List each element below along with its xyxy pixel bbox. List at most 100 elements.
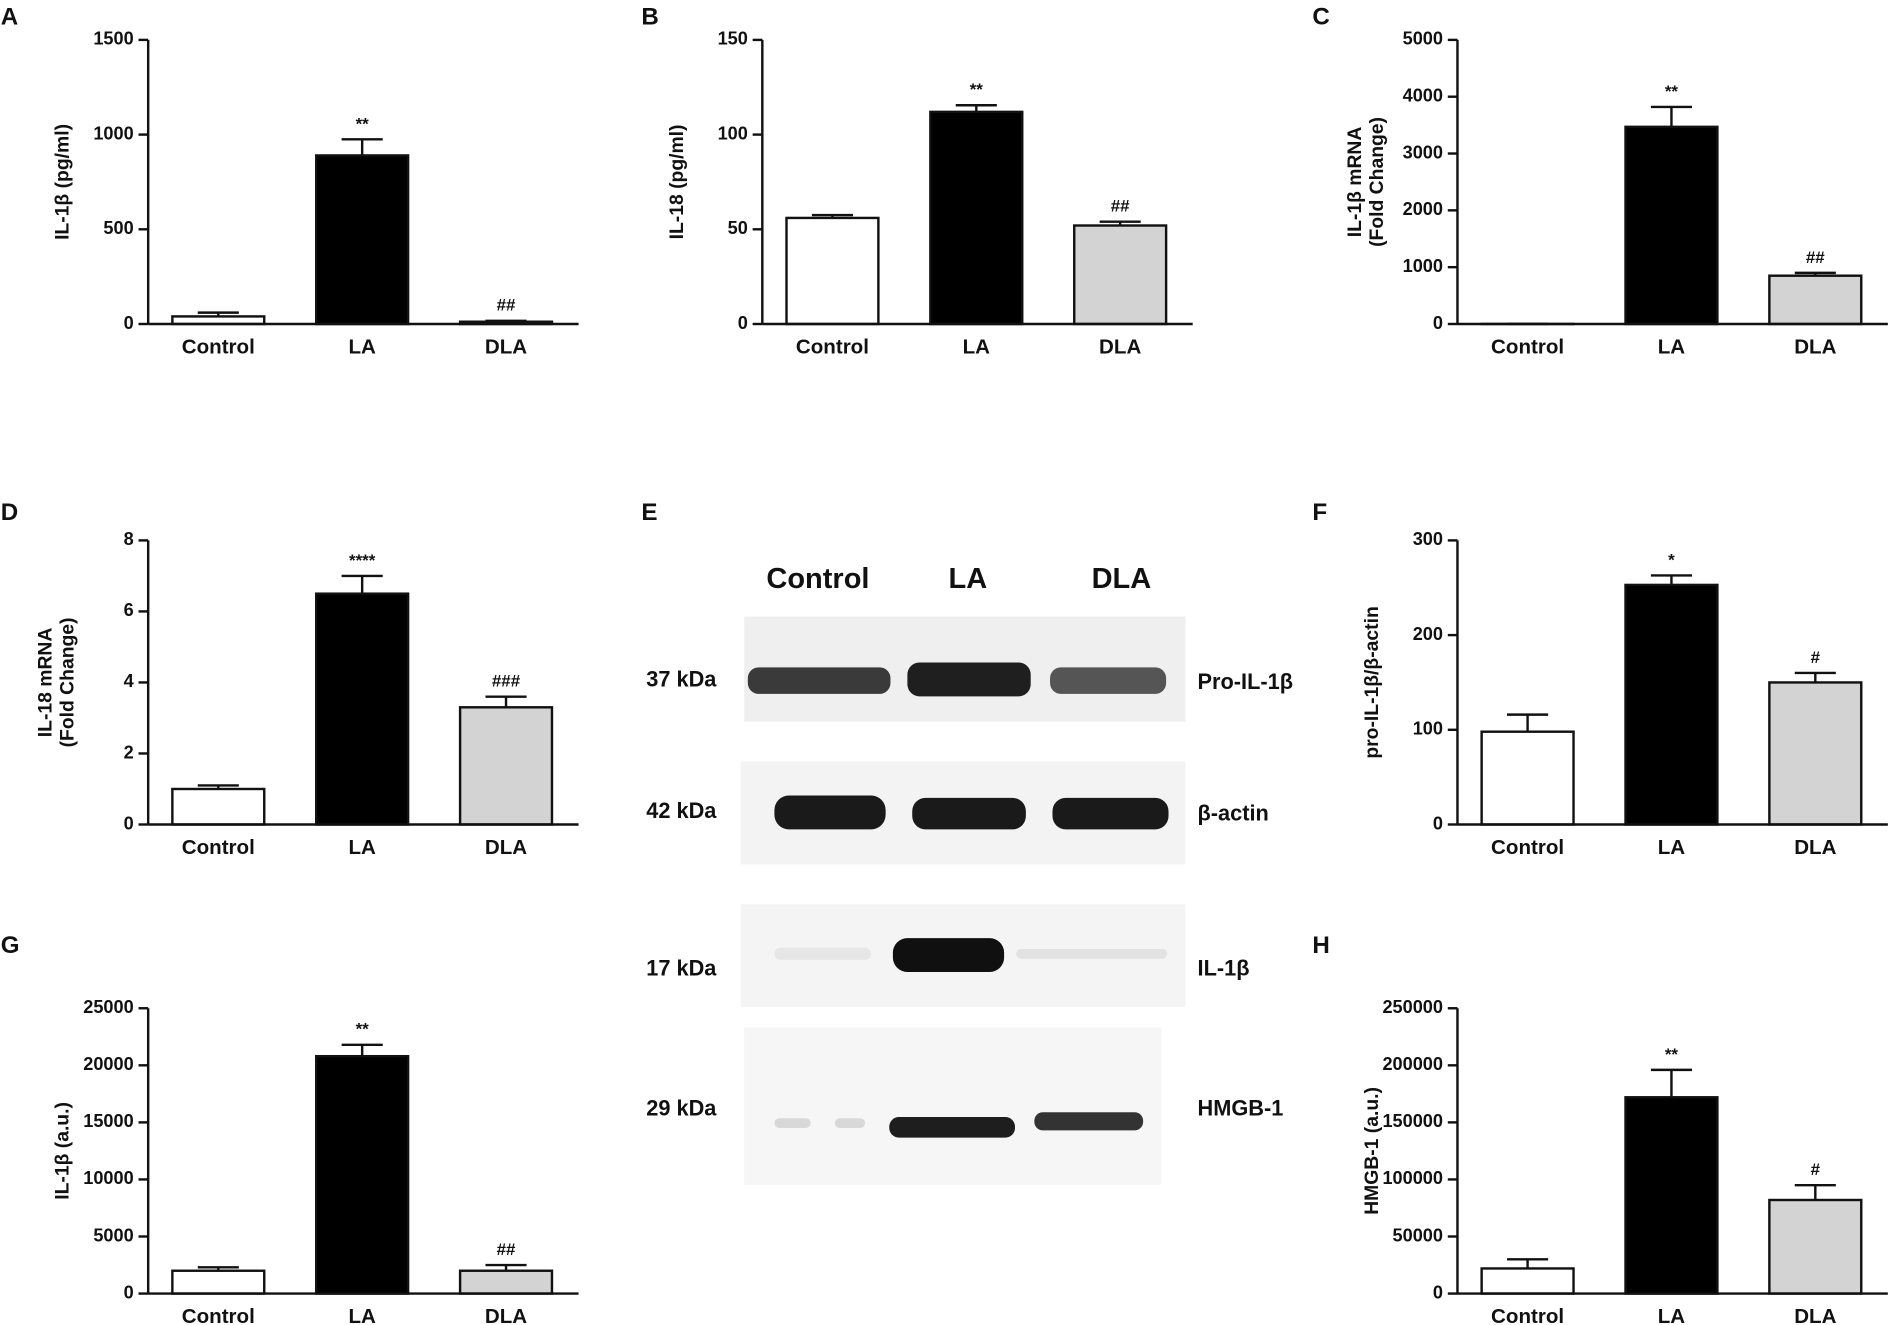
y-tick-label: 5000 <box>93 1225 133 1245</box>
bar <box>315 154 410 326</box>
error-bar <box>485 695 527 708</box>
y-tick-label: 100 <box>1413 719 1443 739</box>
y-tick-label: 8 <box>124 529 134 549</box>
error-bar <box>341 138 383 156</box>
blot-band <box>747 667 891 694</box>
significance: ** <box>1665 1045 1679 1064</box>
panel-letter: E <box>641 499 657 526</box>
blot-protein: HMGB-1 <box>1198 1096 1284 1121</box>
y-tick-label: 100 <box>718 123 748 143</box>
y-axis-label: HMGB-1 (a.u.) <box>1361 1087 1383 1215</box>
x-tick-label: LA <box>348 336 376 359</box>
y-tick-label: 0 <box>1433 1282 1443 1302</box>
y-axis-label: (Fold Change) <box>56 617 78 747</box>
blot-band <box>774 947 872 960</box>
significance: ## <box>497 1240 516 1259</box>
y-axis-label: IL-18 mRNA <box>35 628 57 738</box>
x-tick-label: DLA <box>1794 836 1836 859</box>
y-tick-label: 15000 <box>83 1111 133 1131</box>
x-tick-label: LA <box>1658 336 1686 359</box>
x-tick-label: LA <box>1658 1305 1686 1325</box>
y-axis-label: IL-1β (a.u.) <box>52 1102 74 1200</box>
x-tick-label: LA <box>348 836 376 859</box>
y-tick-label: 3000 <box>1403 142 1443 162</box>
y-axis-label: (Fold Change) <box>1366 117 1388 247</box>
y-tick-label: 0 <box>124 313 134 333</box>
y-tick-label: 150 <box>718 29 748 49</box>
blot-size: 37 kDa <box>646 666 717 691</box>
x-tick-label: DLA <box>485 836 527 859</box>
blot-size: 17 kDa <box>646 955 717 980</box>
y-tick-label: 0 <box>124 1282 134 1302</box>
blot-band <box>1034 1112 1144 1131</box>
blot-band <box>889 1117 1015 1138</box>
y-tick-label: 50 <box>728 218 748 238</box>
chart-panel: D IL-18 mRNA (Fold Change) 0 2 4 6 8 Control ****… <box>1 499 579 859</box>
bar <box>1624 1096 1719 1295</box>
blot-strip <box>744 1027 1162 1185</box>
bar <box>1480 730 1575 826</box>
x-tick-label: DLA <box>1794 1305 1836 1325</box>
bar <box>171 787 266 826</box>
error-bar <box>1507 713 1549 732</box>
bar <box>315 592 410 826</box>
significance: ## <box>497 296 516 315</box>
error-bar <box>1794 671 1836 683</box>
bar <box>171 1269 266 1295</box>
bar <box>785 216 880 326</box>
chart-panel: B IL-18 (pg/ml) 0 50 100 150 Control ** LA ## DLA <box>641 4 1193 359</box>
blot-band <box>1016 949 1168 959</box>
blot-band <box>1052 797 1169 830</box>
blot-protein: IL-1β <box>1198 955 1250 980</box>
bar <box>458 1269 554 1295</box>
y-tick-label: 0 <box>1433 813 1443 833</box>
x-tick-label: Control <box>1491 836 1564 859</box>
error-bar <box>1650 105 1692 127</box>
x-tick-label: Control <box>182 1305 255 1325</box>
significance: **** <box>349 551 376 570</box>
error-bar <box>1650 1068 1692 1098</box>
panel-letter: A <box>1 4 18 31</box>
y-tick-label: 5000 <box>1403 29 1443 49</box>
y-tick-label: 250000 <box>1382 997 1442 1017</box>
chart-panel: H HMGB-1 (a.u.) 0 50000 100000 150000 200000 25… <box>1312 932 1888 1325</box>
x-tick-label: LA <box>963 336 991 359</box>
y-tick-label: 0 <box>124 813 134 833</box>
x-tick-label: LA <box>348 1305 376 1325</box>
significance: # <box>1811 1160 1821 1179</box>
y-tick-label: 500 <box>103 218 133 238</box>
y-tick-label: 2 <box>124 742 134 762</box>
x-tick-label: Control <box>182 836 255 859</box>
bar <box>315 1054 410 1295</box>
x-tick-label: Control <box>182 336 255 359</box>
panel-letter: G <box>1 932 20 959</box>
chart-panel: G IL-1β (a.u.) 0 5000 10000 15000 20000 25000 Co… <box>1 932 579 1325</box>
y-tick-label: 2000 <box>1403 199 1443 219</box>
y-tick-label: 4 <box>124 671 134 691</box>
significance: ** <box>356 114 370 133</box>
y-tick-label: 1000 <box>1403 256 1443 276</box>
x-tick-label: Control <box>796 336 869 359</box>
bar <box>1768 681 1863 826</box>
blot-band <box>834 1118 866 1128</box>
blot-band <box>907 662 1031 697</box>
panel-letter: H <box>1312 932 1329 959</box>
bar <box>1624 125 1719 326</box>
y-tick-label: 4000 <box>1403 86 1443 106</box>
y-tick-label: 0 <box>738 313 748 333</box>
chart-panel: A IL-1β (pg/ml) 0 500 1000 1500 Control ** LA ## D… <box>1 4 579 359</box>
error-bar <box>341 574 383 594</box>
bar <box>929 110 1024 326</box>
y-tick-label: 25000 <box>83 997 133 1017</box>
blot-size: 29 kDa <box>646 1096 717 1121</box>
y-tick-label: 1500 <box>93 29 133 49</box>
x-tick-label: DLA <box>485 336 527 359</box>
y-tick-label: 10000 <box>83 1168 133 1188</box>
error-bar <box>341 1043 383 1057</box>
bar <box>1480 1267 1575 1295</box>
y-axis-label: pro-IL-1β/β-actin <box>1361 606 1383 758</box>
y-tick-label: 300 <box>1413 529 1443 549</box>
blot-band <box>892 938 1005 972</box>
significance: * <box>1668 550 1675 569</box>
